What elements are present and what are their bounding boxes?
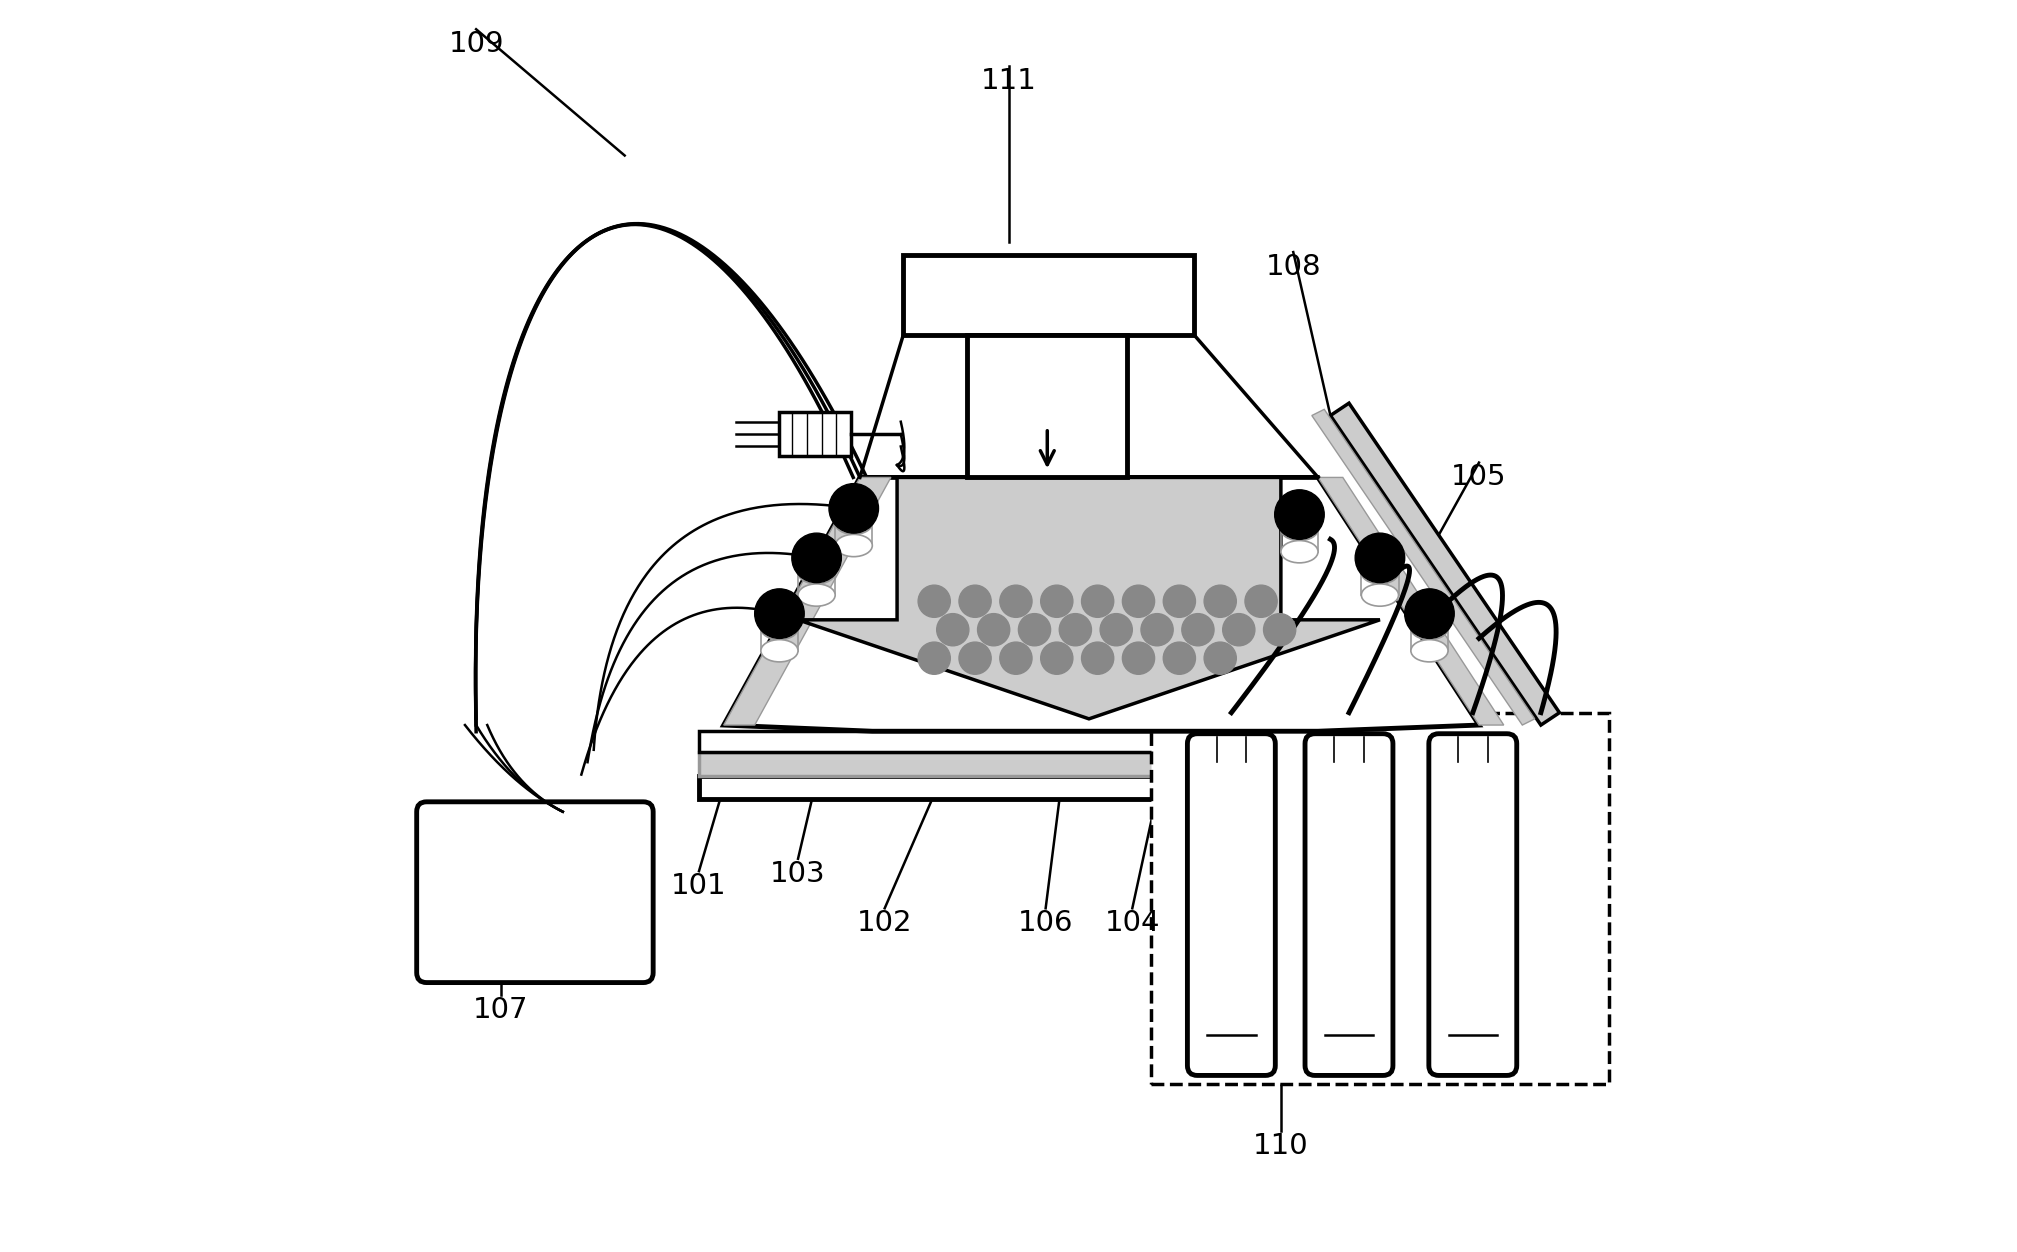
Circle shape <box>1059 613 1091 646</box>
Ellipse shape <box>835 535 871 557</box>
Circle shape <box>1081 585 1113 617</box>
Circle shape <box>1041 642 1073 675</box>
Ellipse shape <box>1281 518 1317 541</box>
Bar <box>700 731 1478 751</box>
Text: 110: 110 <box>1253 1132 1309 1161</box>
Text: 101: 101 <box>672 871 726 900</box>
Text: 111: 111 <box>980 68 1037 95</box>
Circle shape <box>1099 613 1132 646</box>
Circle shape <box>918 642 950 675</box>
Ellipse shape <box>799 583 835 606</box>
Polygon shape <box>724 477 1478 731</box>
Text: 105: 105 <box>1452 463 1507 492</box>
Circle shape <box>936 613 968 646</box>
Circle shape <box>1355 533 1404 582</box>
Circle shape <box>793 533 841 582</box>
Ellipse shape <box>1281 541 1317 563</box>
Text: 108: 108 <box>1265 253 1321 280</box>
Circle shape <box>1204 585 1236 617</box>
Circle shape <box>1164 642 1196 675</box>
Circle shape <box>1000 585 1033 617</box>
Text: 102: 102 <box>857 909 912 938</box>
Circle shape <box>1263 613 1295 646</box>
Circle shape <box>958 585 990 617</box>
FancyBboxPatch shape <box>418 801 654 983</box>
Polygon shape <box>724 477 892 725</box>
Bar <box>968 336 1128 477</box>
Bar <box>700 751 1478 775</box>
Circle shape <box>1164 585 1196 617</box>
Ellipse shape <box>799 562 835 583</box>
Circle shape <box>1222 613 1255 646</box>
Circle shape <box>1244 585 1277 617</box>
Polygon shape <box>799 477 1380 719</box>
Circle shape <box>1081 642 1113 675</box>
FancyBboxPatch shape <box>1305 734 1394 1075</box>
Text: 106: 106 <box>1019 909 1073 938</box>
Circle shape <box>1275 490 1325 540</box>
Circle shape <box>1182 613 1214 646</box>
Circle shape <box>754 588 805 639</box>
Circle shape <box>1404 588 1454 639</box>
Circle shape <box>1142 613 1174 646</box>
Ellipse shape <box>1361 583 1398 606</box>
FancyBboxPatch shape <box>1188 734 1275 1075</box>
Text: 103: 103 <box>770 860 825 888</box>
Polygon shape <box>1317 477 1505 725</box>
Circle shape <box>1019 613 1051 646</box>
Text: 104: 104 <box>1105 909 1160 938</box>
Bar <box>1152 712 1610 1084</box>
Circle shape <box>1041 585 1073 617</box>
Polygon shape <box>1331 403 1559 725</box>
Circle shape <box>958 642 990 675</box>
Ellipse shape <box>760 617 799 640</box>
Ellipse shape <box>760 640 799 662</box>
Polygon shape <box>1311 409 1535 725</box>
Circle shape <box>918 585 950 617</box>
Circle shape <box>1204 642 1236 675</box>
Circle shape <box>978 613 1011 646</box>
Bar <box>700 775 1478 799</box>
Ellipse shape <box>1410 640 1448 662</box>
Text: 109: 109 <box>448 30 504 58</box>
Circle shape <box>1121 642 1154 675</box>
Ellipse shape <box>1361 562 1398 583</box>
Ellipse shape <box>1410 617 1448 640</box>
Circle shape <box>1000 642 1033 675</box>
Ellipse shape <box>835 512 871 535</box>
Bar <box>904 254 1194 336</box>
Bar <box>779 412 851 457</box>
Circle shape <box>1121 585 1154 617</box>
Text: 107: 107 <box>474 995 528 1024</box>
Circle shape <box>829 483 879 533</box>
FancyBboxPatch shape <box>1428 734 1517 1075</box>
